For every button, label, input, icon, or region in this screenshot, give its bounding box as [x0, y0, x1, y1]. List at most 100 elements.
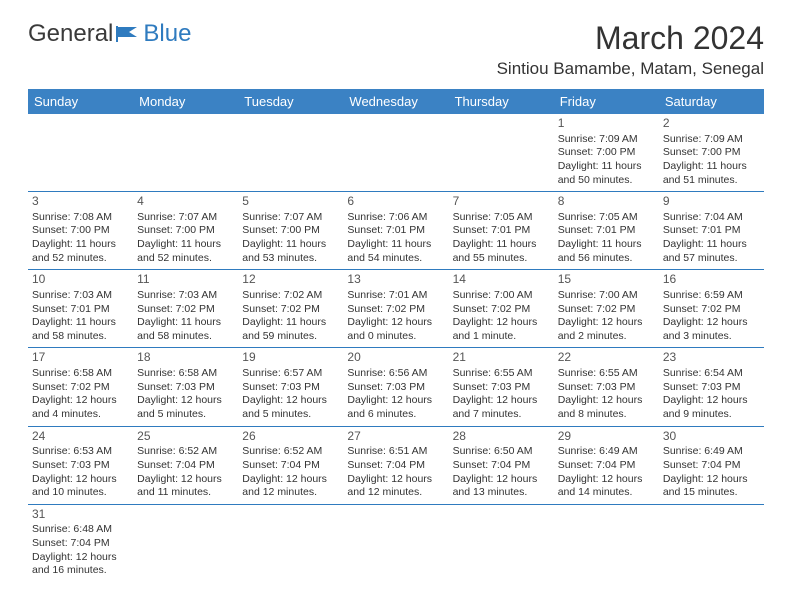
- sunset-text: Sunset: 7:01 PM: [32, 303, 129, 317]
- daylight1-text: Daylight: 12 hours: [347, 473, 444, 487]
- calendar-cell: 8Sunrise: 7:05 AMSunset: 7:01 PMDaylight…: [554, 192, 659, 270]
- day-number: 16: [663, 272, 760, 288]
- calendar-cell: 26Sunrise: 6:52 AMSunset: 7:04 PMDayligh…: [238, 426, 343, 504]
- sunrise-text: Sunrise: 7:03 AM: [137, 289, 234, 303]
- daylight2-text: and 6 minutes.: [347, 408, 444, 422]
- daylight2-text: and 54 minutes.: [347, 252, 444, 266]
- day-number: 15: [558, 272, 655, 288]
- daylight2-text: and 15 minutes.: [663, 486, 760, 500]
- day-number: 4: [137, 194, 234, 210]
- sunset-text: Sunset: 7:00 PM: [558, 146, 655, 160]
- daylight2-text: and 8 minutes.: [558, 408, 655, 422]
- daylight1-text: Daylight: 12 hours: [32, 394, 129, 408]
- calendar-cell: 7Sunrise: 7:05 AMSunset: 7:01 PMDaylight…: [449, 192, 554, 270]
- day-header: Sunday: [28, 89, 133, 114]
- daylight2-text: and 12 minutes.: [242, 486, 339, 500]
- day-number: 26: [242, 429, 339, 445]
- calendar-row: 10Sunrise: 7:03 AMSunset: 7:01 PMDayligh…: [28, 270, 764, 348]
- daylight1-text: Daylight: 12 hours: [453, 473, 550, 487]
- sunset-text: Sunset: 7:04 PM: [32, 537, 129, 551]
- sunset-text: Sunset: 7:03 PM: [137, 381, 234, 395]
- calendar-row: 31Sunrise: 6:48 AMSunset: 7:04 PMDayligh…: [28, 504, 764, 582]
- calendar-cell: 25Sunrise: 6:52 AMSunset: 7:04 PMDayligh…: [133, 426, 238, 504]
- day-number: 12: [242, 272, 339, 288]
- sunrise-text: Sunrise: 6:58 AM: [32, 367, 129, 381]
- sunrise-text: Sunrise: 6:58 AM: [137, 367, 234, 381]
- calendar-body: 1Sunrise: 7:09 AMSunset: 7:00 PMDaylight…: [28, 114, 764, 582]
- location-subtitle: Sintiou Bamambe, Matam, Senegal: [497, 59, 764, 79]
- calendar-cell: 24Sunrise: 6:53 AMSunset: 7:03 PMDayligh…: [28, 426, 133, 504]
- sunset-text: Sunset: 7:02 PM: [453, 303, 550, 317]
- sunrise-text: Sunrise: 6:59 AM: [663, 289, 760, 303]
- day-number: 9: [663, 194, 760, 210]
- calendar-cell: 5Sunrise: 7:07 AMSunset: 7:00 PMDaylight…: [238, 192, 343, 270]
- day-number: 1: [558, 116, 655, 132]
- daylight1-text: Daylight: 11 hours: [663, 160, 760, 174]
- daylight2-text: and 12 minutes.: [347, 486, 444, 500]
- daylight1-text: Daylight: 12 hours: [137, 394, 234, 408]
- calendar-cell: [449, 504, 554, 582]
- sunrise-text: Sunrise: 6:49 AM: [558, 445, 655, 459]
- sunrise-text: Sunrise: 7:05 AM: [453, 211, 550, 225]
- calendar-cell: 9Sunrise: 7:04 AMSunset: 7:01 PMDaylight…: [659, 192, 764, 270]
- daylight1-text: Daylight: 12 hours: [558, 394, 655, 408]
- sunrise-text: Sunrise: 7:08 AM: [32, 211, 129, 225]
- daylight2-text: and 51 minutes.: [663, 174, 760, 188]
- calendar-cell: [449, 114, 554, 192]
- daylight1-text: Daylight: 12 hours: [663, 316, 760, 330]
- sunrise-text: Sunrise: 6:56 AM: [347, 367, 444, 381]
- day-number: 25: [137, 429, 234, 445]
- daylight1-text: Daylight: 12 hours: [242, 473, 339, 487]
- logo-text-left: General: [28, 20, 113, 48]
- daylight2-text: and 7 minutes.: [453, 408, 550, 422]
- calendar-cell: 12Sunrise: 7:02 AMSunset: 7:02 PMDayligh…: [238, 270, 343, 348]
- sunrise-text: Sunrise: 7:00 AM: [453, 289, 550, 303]
- daylight1-text: Daylight: 12 hours: [558, 316, 655, 330]
- calendar-cell: [343, 504, 448, 582]
- sunset-text: Sunset: 7:04 PM: [663, 459, 760, 473]
- daylight2-text: and 4 minutes.: [32, 408, 129, 422]
- daylight2-text: and 57 minutes.: [663, 252, 760, 266]
- logo-text-right: Blue: [143, 20, 191, 48]
- sunset-text: Sunset: 7:01 PM: [453, 224, 550, 238]
- calendar-cell: 21Sunrise: 6:55 AMSunset: 7:03 PMDayligh…: [449, 348, 554, 426]
- daylight1-text: Daylight: 12 hours: [242, 394, 339, 408]
- sunset-text: Sunset: 7:04 PM: [347, 459, 444, 473]
- day-number: 17: [32, 350, 129, 366]
- calendar-cell: [238, 114, 343, 192]
- flag-icon: [115, 24, 141, 44]
- sunrise-text: Sunrise: 7:03 AM: [32, 289, 129, 303]
- daylight2-text: and 0 minutes.: [347, 330, 444, 344]
- daylight1-text: Daylight: 11 hours: [347, 238, 444, 252]
- calendar-row: 17Sunrise: 6:58 AMSunset: 7:02 PMDayligh…: [28, 348, 764, 426]
- day-number: 8: [558, 194, 655, 210]
- daylight2-text: and 1 minute.: [453, 330, 550, 344]
- calendar-cell: 3Sunrise: 7:08 AMSunset: 7:00 PMDaylight…: [28, 192, 133, 270]
- daylight1-text: Daylight: 12 hours: [663, 394, 760, 408]
- calendar-cell: 1Sunrise: 7:09 AMSunset: 7:00 PMDaylight…: [554, 114, 659, 192]
- sunset-text: Sunset: 7:01 PM: [347, 224, 444, 238]
- day-header-row: Sunday Monday Tuesday Wednesday Thursday…: [28, 89, 764, 114]
- daylight1-text: Daylight: 11 hours: [242, 316, 339, 330]
- calendar-cell: 6Sunrise: 7:06 AMSunset: 7:01 PMDaylight…: [343, 192, 448, 270]
- sunset-text: Sunset: 7:00 PM: [242, 224, 339, 238]
- daylight1-text: Daylight: 11 hours: [32, 238, 129, 252]
- daylight2-text: and 53 minutes.: [242, 252, 339, 266]
- daylight2-text: and 9 minutes.: [663, 408, 760, 422]
- day-number: 31: [32, 507, 129, 523]
- sunrise-text: Sunrise: 6:53 AM: [32, 445, 129, 459]
- daylight1-text: Daylight: 12 hours: [453, 394, 550, 408]
- calendar-cell: [28, 114, 133, 192]
- day-number: 6: [347, 194, 444, 210]
- daylight1-text: Daylight: 12 hours: [32, 473, 129, 487]
- sunrise-text: Sunrise: 6:54 AM: [663, 367, 760, 381]
- sunset-text: Sunset: 7:01 PM: [558, 224, 655, 238]
- sunrise-text: Sunrise: 7:01 AM: [347, 289, 444, 303]
- daylight2-text: and 52 minutes.: [137, 252, 234, 266]
- sunset-text: Sunset: 7:03 PM: [663, 381, 760, 395]
- calendar-cell: [554, 504, 659, 582]
- calendar-cell: 27Sunrise: 6:51 AMSunset: 7:04 PMDayligh…: [343, 426, 448, 504]
- calendar-cell: 31Sunrise: 6:48 AMSunset: 7:04 PMDayligh…: [28, 504, 133, 582]
- sunset-text: Sunset: 7:02 PM: [242, 303, 339, 317]
- sunrise-text: Sunrise: 7:00 AM: [558, 289, 655, 303]
